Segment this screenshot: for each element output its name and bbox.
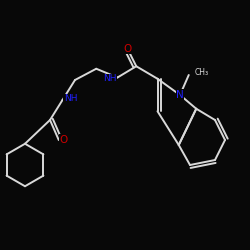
Text: CH₃: CH₃ [195, 68, 209, 77]
Text: O: O [123, 44, 132, 54]
Text: O: O [60, 135, 68, 145]
Text: N: N [176, 90, 184, 100]
Text: NH: NH [103, 74, 116, 83]
Text: NH: NH [64, 94, 77, 103]
